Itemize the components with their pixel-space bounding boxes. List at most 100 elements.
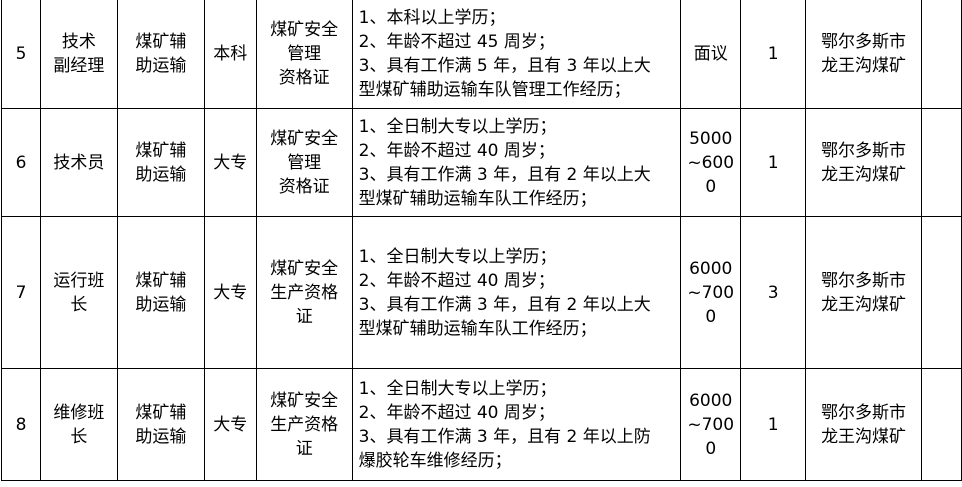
position-cell-line: 技术员 (53, 152, 105, 173)
dept-cell: 煤矿辅 助运输 (116, 108, 205, 217)
education-cell: 大专 (203, 108, 257, 217)
certificate-cell-line: 煤矿安全 (270, 19, 339, 40)
table-row: 8 维修班长煤矿辅 助运输 大专 煤矿安全 生产资格证 1、全日制大专以上学历； 2、年龄不超… (1, 368, 962, 481)
education-cell: 本科 (203, 0, 257, 109)
location-cell: 鄂尔多斯市龙王沟煤矿 (805, 368, 922, 481)
location-cell: 鄂尔多斯市龙王沟煤矿 (805, 0, 922, 109)
salary-cell: 6000 ~700 0 (680, 216, 742, 369)
location-cell-line: 鄂尔多斯市 (821, 402, 907, 423)
requirements-cell-line: 2、年龄不超过 40 周岁； (358, 402, 555, 423)
certificate-cell-line: 生产资格 (270, 282, 339, 303)
requirements-cell-line: 3、具有工作满 5 年，且有 3 年以上大 (358, 55, 651, 76)
requirements-cell: 1、全日制大专以上学历； 2、年龄不超过 40 周岁； 3、具有工作满 3 年，且有… (351, 368, 682, 481)
location-cell-line: 鄂尔多斯市 (821, 270, 907, 291)
dept-cell-line: 助运输 (135, 294, 187, 315)
requirements-cell-line: 2、年龄不超过 45 周岁； (358, 31, 555, 52)
dept-cell: 煤矿辅 助运输 (116, 216, 205, 369)
certificate-cell-line: 管理 (287, 43, 322, 64)
certificate-cell-line: 煤矿安全 (270, 128, 339, 149)
certificate-cell-line: 证 (295, 438, 313, 459)
no-cell: 8 (1, 368, 41, 481)
salary-cell-line: ~700 (687, 282, 735, 303)
salary-cell-line: 0 (705, 176, 717, 197)
requirements-cell-line: 爆胶轮车维修经历； (358, 450, 512, 471)
dept-cell-line: 煤矿辅 (135, 270, 187, 291)
salary-cell: 面议 (680, 0, 742, 109)
requirements-cell-line: 1、全日制大专以上学历； (358, 116, 557, 137)
requirements-cell: 1、全日制大专以上学历； 2、年龄不超过 40 周岁； 3、具有工作满 3 年，且有… (351, 216, 682, 369)
location-cell-line: 鄂尔多斯市 (821, 31, 907, 52)
education-cell: 大专 (203, 216, 257, 369)
dept-cell-line: 煤矿辅 (135, 402, 187, 423)
certificate-cell-line: 煤矿安全 (270, 258, 339, 279)
empty-cell (921, 0, 962, 109)
position-cell-line: 运行班 (53, 270, 105, 291)
no-cell: 5 (1, 0, 41, 109)
position-cell-line: 副经理 (53, 55, 105, 76)
position-cell-line: 长 (70, 294, 88, 315)
requirements-cell-line: 型煤矿辅助运输车队工作经历； (358, 188, 597, 209)
dept-cell-line: 煤矿辅 (135, 140, 187, 161)
dept-cell-line: 助运输 (135, 55, 187, 76)
count-cell: 1 (740, 0, 807, 109)
location-cell: 鄂尔多斯市龙王沟煤矿 (805, 216, 922, 369)
count-cell: 1 (740, 368, 807, 481)
requirements-cell-line: 2、年龄不超过 40 周岁； (358, 140, 555, 161)
requirements-cell: 1、本科以上学历； 2、年龄不超过 45 周岁； 3、具有工作满 5 年，且有 3 … (351, 0, 682, 109)
education-cell: 大专 (203, 368, 257, 481)
salary-cell-line: 0 (705, 306, 717, 327)
salary-cell: 5000 ~600 0 (680, 108, 742, 217)
table-row: 7 运行班长煤矿辅 助运输 大专 煤矿安全 生产资格证 1、全日制大专以上学历； 2、年龄不超… (1, 216, 962, 369)
requirements-cell-line: 型煤矿辅助运输车队管理工作经历； (358, 79, 631, 100)
location-cell: 鄂尔多斯市龙王沟煤矿 (805, 108, 922, 217)
dept-cell-line: 助运输 (135, 426, 187, 447)
salary-cell-line: 6000 (689, 390, 733, 411)
requirements-cell: 1、全日制大专以上学历； 2、年龄不超过 40 周岁； 3、具有工作满 3 年，且有… (351, 108, 682, 217)
requirements-cell-line: 1、全日制大专以上学历； (358, 378, 557, 399)
certificate-cell-line: 生产资格 (270, 414, 339, 435)
position-cell-line: 维修班 (53, 402, 105, 423)
salary-cell-line: 6000 (689, 258, 733, 279)
count-cell: 3 (740, 216, 807, 369)
certificate-cell: 煤矿安全 管理 资格证 (255, 0, 353, 109)
position-cell: 技术 副经理 (39, 0, 118, 109)
location-cell-line: 龙王沟煤矿 (821, 55, 907, 76)
position-cell-line: 长 (70, 426, 88, 447)
certificate-cell-line: 管理 (287, 152, 322, 173)
certificate-cell-line: 煤矿安全 (270, 390, 339, 411)
requirements-cell-line: 型煤矿辅助运输车队工作经历； (358, 318, 597, 339)
salary-cell: 6000 ~700 0 (680, 368, 742, 481)
location-cell-line: 龙王沟煤矿 (821, 164, 907, 185)
salary-cell-line: 面议 (693, 43, 728, 64)
dept-cell: 煤矿辅 助运输 (116, 368, 205, 481)
no-cell: 7 (1, 216, 41, 369)
empty-cell (921, 368, 962, 481)
salary-cell-line: 0 (705, 438, 717, 459)
position-cell: 技术员 (39, 108, 118, 217)
requirements-cell-line: 1、全日制大专以上学历； (358, 246, 557, 267)
requirements-cell-line: 3、具有工作满 3 年，且有 2 年以上大 (358, 294, 651, 315)
dept-cell-line: 助运输 (135, 164, 187, 185)
location-cell-line: 龙王沟煤矿 (821, 294, 907, 315)
location-cell-line: 龙王沟煤矿 (821, 426, 907, 447)
location-cell-line: 鄂尔多斯市 (821, 140, 907, 161)
certificate-cell-line: 资格证 (278, 176, 330, 197)
table-row: 6 技术员 煤矿辅 助运输 大专 煤矿安全 管理 资格证 1、全日制大专以上学历； 2、年龄不超过… (1, 108, 962, 217)
count-cell: 1 (740, 108, 807, 217)
certificate-cell: 煤矿安全 生产资格证 (255, 368, 353, 481)
table-row: 5 技术 副经理 煤矿辅 助运输 本科 煤矿安全 管理 资格证 1、本科以上学历； 2、年龄不超过 … (1, 0, 962, 109)
requirements-cell-line: 3、具有工作满 3 年，且有 2 年以上防 (358, 426, 651, 447)
empty-cell (921, 216, 962, 369)
empty-cell (921, 108, 962, 217)
no-cell: 6 (1, 108, 41, 217)
requirements-cell-line: 3、具有工作满 3 年，且有 2 年以上大 (358, 164, 651, 185)
dept-cell-line: 煤矿辅 (135, 31, 187, 52)
requirements-cell-line: 2、年龄不超过 40 周岁； (358, 270, 555, 291)
salary-cell-line: ~600 (687, 152, 735, 173)
salary-cell-line: 5000 (689, 128, 733, 149)
certificate-cell-line: 资格证 (278, 67, 330, 88)
position-cell: 运行班长 (39, 216, 118, 369)
dept-cell: 煤矿辅 助运输 (116, 0, 205, 109)
salary-cell-line: ~700 (687, 414, 735, 435)
